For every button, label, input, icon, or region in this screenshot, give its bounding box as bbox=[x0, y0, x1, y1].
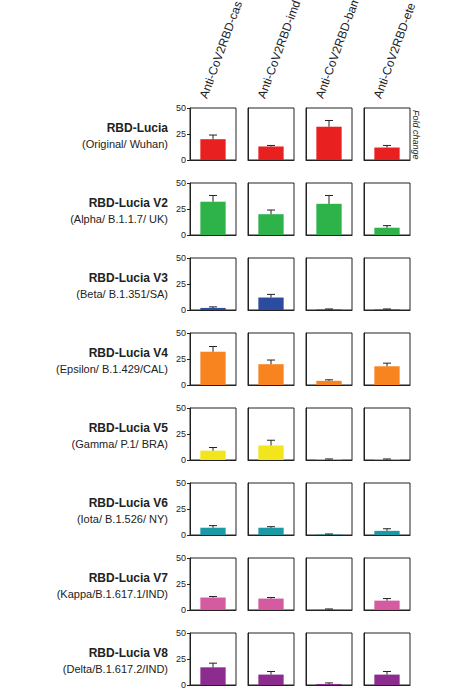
svg-text:0: 0 bbox=[181, 155, 186, 165]
svg-text:RBD-Lucia V7: RBD-Lucia V7 bbox=[89, 571, 169, 585]
svg-text:0: 0 bbox=[181, 380, 186, 390]
svg-text:Anti-CoV2RBD-bam: Anti-CoV2RBD-bam bbox=[313, 0, 363, 100]
svg-text:25: 25 bbox=[176, 354, 186, 364]
svg-text:0: 0 bbox=[181, 455, 186, 465]
svg-text:50: 50 bbox=[176, 403, 186, 413]
svg-text:(Alpha/ B.1.1.7/ UK): (Alpha/ B.1.1.7/ UK) bbox=[70, 213, 168, 225]
svg-text:(Original/ Wuhan): (Original/ Wuhan) bbox=[82, 138, 168, 150]
svg-text:Anti-CoV2RBD-imd: Anti-CoV2RBD-imd bbox=[255, 0, 303, 100]
svg-text:Fold change: Fold change bbox=[411, 110, 421, 160]
svg-text:50: 50 bbox=[176, 253, 186, 263]
svg-text:25: 25 bbox=[176, 504, 186, 514]
svg-text:(Delta/B.1.617.2/IND): (Delta/B.1.617.2/IND) bbox=[63, 663, 168, 675]
svg-text:RBD-Lucia V8: RBD-Lucia V8 bbox=[89, 646, 169, 660]
svg-text:50: 50 bbox=[176, 103, 186, 113]
svg-text:0: 0 bbox=[181, 605, 186, 615]
svg-text:(Gamma/ P.1/ BRA): (Gamma/ P.1/ BRA) bbox=[72, 438, 168, 450]
svg-text:0: 0 bbox=[181, 680, 186, 690]
svg-text:25: 25 bbox=[176, 429, 186, 439]
svg-text:50: 50 bbox=[176, 328, 186, 338]
svg-text:RBD-Lucia V5: RBD-Lucia V5 bbox=[89, 421, 169, 435]
svg-text:RBD-Lucia: RBD-Lucia bbox=[107, 121, 169, 135]
svg-text:25: 25 bbox=[176, 579, 186, 589]
svg-text:25: 25 bbox=[176, 279, 186, 289]
svg-text:RBD-Lucia V4: RBD-Lucia V4 bbox=[89, 346, 169, 360]
svg-text:Anti-CoV2RBD-cas: Anti-CoV2RBD-cas bbox=[197, 0, 245, 100]
svg-text:50: 50 bbox=[176, 178, 186, 188]
svg-text:RBD-Lucia V2: RBD-Lucia V2 bbox=[89, 196, 169, 210]
svg-text:Anti-CoV2RBD-ete: Anti-CoV2RBD-ete bbox=[371, 1, 419, 101]
svg-text:(Beta/ B.1.351/SA): (Beta/ B.1.351/SA) bbox=[76, 288, 168, 300]
svg-text:0: 0 bbox=[181, 530, 186, 540]
svg-text:RBD-Lucia V6: RBD-Lucia V6 bbox=[89, 496, 169, 510]
svg-text:25: 25 bbox=[176, 204, 186, 214]
svg-text:(Epsilon/ B.1.429/CAL): (Epsilon/ B.1.429/CAL) bbox=[56, 363, 168, 375]
svg-text:(Iota/ B.1.526/ NY): (Iota/ B.1.526/ NY) bbox=[77, 513, 168, 525]
svg-text:25: 25 bbox=[176, 129, 186, 139]
svg-text:0: 0 bbox=[181, 305, 186, 315]
svg-text:0: 0 bbox=[181, 230, 186, 240]
svg-text:50: 50 bbox=[176, 628, 186, 638]
svg-text:(Kappa/B.1.617.1/IND): (Kappa/B.1.617.1/IND) bbox=[57, 588, 168, 600]
svg-text:50: 50 bbox=[176, 553, 186, 563]
svg-text:50: 50 bbox=[176, 478, 186, 488]
svg-text:25: 25 bbox=[176, 654, 186, 664]
svg-text:RBD-Lucia V3: RBD-Lucia V3 bbox=[89, 271, 169, 285]
